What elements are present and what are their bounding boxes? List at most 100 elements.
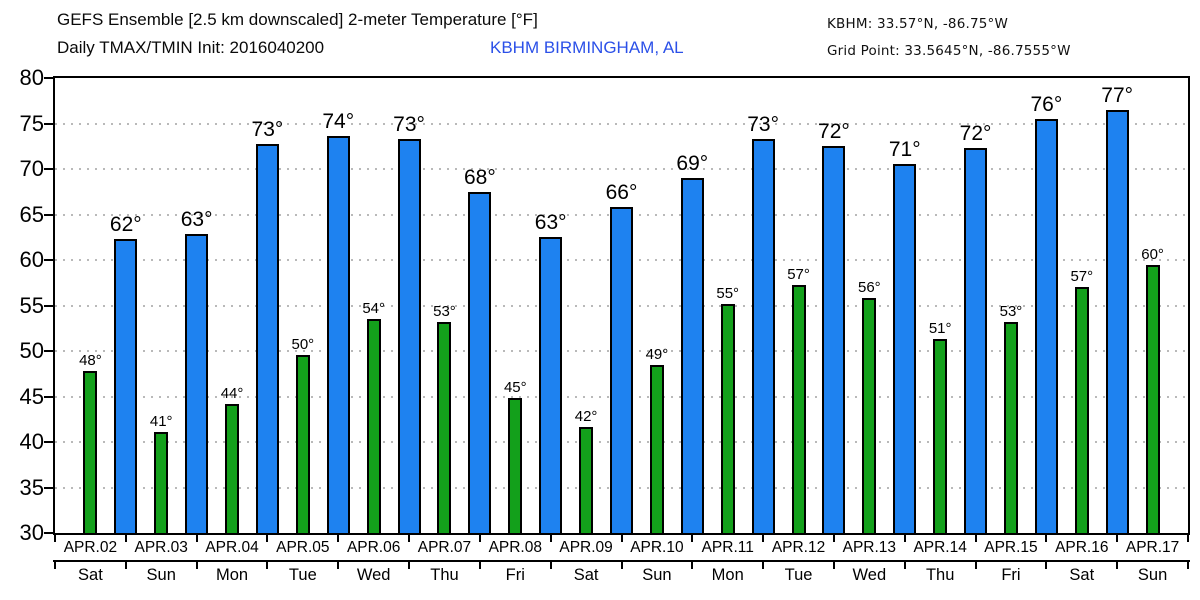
date-axis-tick-5 xyxy=(408,535,411,542)
date-axis-tick-6 xyxy=(478,535,481,542)
y-axis-label-50: 50 xyxy=(19,338,44,363)
date-label-APR.09: APR.09 xyxy=(559,539,613,556)
plot-area: 48° 62° 41° 63° 44° 73° 50° 74° 54° 73° 53° 68° 45° 6… xyxy=(55,78,1188,533)
tmax-bar-APR.07 xyxy=(468,191,492,533)
weekday-label-8: Sun xyxy=(642,566,672,584)
weekday-label-0: Sat xyxy=(78,566,103,584)
date-label-APR.16: APR.16 xyxy=(1055,539,1109,556)
tmax-bar-APR.11 xyxy=(751,138,775,533)
chart-subtitle: Daily TMAX/TMIN Init: 2016040200 xyxy=(57,38,325,57)
date-axis-tick-7 xyxy=(549,535,552,542)
tmax-value-label-APR.15: 76° xyxy=(1030,92,1063,116)
tmin-bar-APR.11 xyxy=(720,303,735,533)
weekday-label-12: Thu xyxy=(925,566,955,584)
weekday-label-4: Wed xyxy=(356,566,391,584)
date-axis-tick-1 xyxy=(124,535,127,542)
weekday-label-1: Sun xyxy=(146,566,176,584)
date-axis-tick-16 xyxy=(1187,535,1189,542)
weekday-label-7: Sat xyxy=(573,566,599,584)
tmin-bar-APR.15 xyxy=(1003,321,1018,533)
weekday-label-10: Tue xyxy=(784,566,813,584)
y-axis-tick-80 xyxy=(44,77,53,79)
y-axis-label-55: 55 xyxy=(19,292,44,318)
y-axis-label-30: 30 xyxy=(19,520,44,545)
weekday-label-13: Fri xyxy=(1001,566,1021,584)
tmin-value-label-APR.05: 50° xyxy=(291,335,315,353)
tmin-value-label-APR.17: 60° xyxy=(1141,245,1164,263)
tmin-bar-APR.09 xyxy=(579,427,594,533)
y-axis-tick-35 xyxy=(44,486,53,489)
date-label-APR.04: APR.04 xyxy=(205,539,259,556)
date-label-APR.13: APR.13 xyxy=(842,539,897,556)
weekday-axis-tick-10 xyxy=(762,562,765,569)
date-axis-tick-2 xyxy=(195,535,198,542)
y-axis-tick-50 xyxy=(44,350,53,352)
date-axis-tick-11 xyxy=(832,535,835,542)
tmin-value-label-APR.03: 41° xyxy=(149,412,173,430)
date-label-APR.17: APR.17 xyxy=(1125,539,1180,556)
weekday-axis-tick-4 xyxy=(337,562,340,569)
date-label-APR.08: APR.08 xyxy=(488,539,542,556)
weekday-axis-tick-9 xyxy=(691,562,694,569)
grid-point-coordinates: Grid Point: 33.5645°N, -86.7555°W xyxy=(827,43,1071,59)
tmin-bar-APR.12 xyxy=(791,285,806,533)
date-label-APR.05: APR.05 xyxy=(276,539,330,556)
tmax-bar-APR.05 xyxy=(326,136,350,533)
date-axis-tick-8 xyxy=(620,535,623,542)
weekday-label-14: Sat xyxy=(1069,566,1095,584)
y-axis-tick-70 xyxy=(44,168,53,170)
y-axis-label-65: 65 xyxy=(19,201,44,227)
weekday-label-3: Tue xyxy=(288,566,317,584)
weekday-axis-tick-7 xyxy=(549,562,552,569)
tmin-bar-APR.06 xyxy=(366,319,381,533)
date-axis-tick-9 xyxy=(691,535,694,542)
tmin-bar-APR.17 xyxy=(1145,264,1160,533)
y-axis-label-60: 60 xyxy=(19,247,44,272)
tmin-value-label-APR.08: 45° xyxy=(503,379,527,397)
station-name: KBHM BIRMINGHAM, AL xyxy=(490,38,684,57)
date-label-APR.15: APR.15 xyxy=(984,539,1038,556)
tmax-bar-APR.08 xyxy=(539,237,563,533)
y-axis-tick-60 xyxy=(44,259,53,261)
date-axis-tick-14 xyxy=(1045,535,1048,542)
weekday-ruler-line xyxy=(53,560,1190,562)
station-coordinates: KBHM: 33.57°N, -86.75°W xyxy=(827,16,1009,32)
tmax-bar-APR.13 xyxy=(893,164,917,533)
date-label-APR.06: APR.06 xyxy=(346,539,401,556)
tmax-value-label-APR.05: 74° xyxy=(322,110,355,134)
date-axis-tick-0 xyxy=(54,535,56,542)
weekday-label-2: Mon xyxy=(215,566,249,584)
tmax-bar-APR.15 xyxy=(1034,118,1058,533)
tmax-value-label-APR.16: 77° xyxy=(1101,83,1134,107)
weekday-axis-tick-1 xyxy=(124,562,127,569)
tmax-bar-APR.12 xyxy=(822,146,846,533)
y-axis-label-45: 45 xyxy=(19,383,44,409)
weekday-axis-tick-3 xyxy=(266,562,269,569)
date-axis-tick-10 xyxy=(762,535,765,542)
weekday-axis-tick-12 xyxy=(903,562,906,569)
y-axis-label-75: 75 xyxy=(19,110,44,136)
date-axis-tick-12 xyxy=(903,535,906,542)
plot-frame: 48° 62° 41° 63° 44° 73° 50° 74° 54° 73° 53° 68° 45° 6… xyxy=(53,76,1190,535)
weekday-axis-tick-11 xyxy=(832,562,835,569)
y-axis-tick-65 xyxy=(44,213,53,216)
weekday-axis-tick-6 xyxy=(478,562,481,569)
weekday-label-11: Wed xyxy=(852,566,887,584)
date-axis-tick-3 xyxy=(266,535,269,542)
tmin-value-label-APR.12: 57° xyxy=(787,266,810,284)
tmax-value-label-APR.10: 69° xyxy=(676,152,709,176)
date-label-APR.07: APR.07 xyxy=(417,539,472,556)
tmin-value-label-APR.13: 56° xyxy=(858,279,881,297)
tmax-value-label-APR.02: 62° xyxy=(109,213,142,237)
tmin-value-label-APR.06: 54° xyxy=(362,300,385,318)
tmin-bar-APR.04 xyxy=(225,403,240,533)
tmax-value-label-APR.03: 63° xyxy=(180,207,213,231)
y-axis-label-35: 35 xyxy=(19,474,44,500)
weekday-axis-tick-16 xyxy=(1187,562,1189,569)
tmin-bar-APR.16 xyxy=(1074,287,1089,533)
weekday-label-5: Thu xyxy=(430,566,459,584)
y-axis-tick-30 xyxy=(44,532,53,534)
y-axis-label-70: 70 xyxy=(19,156,44,181)
y-axis-label-80: 80 xyxy=(19,65,44,90)
tmin-bar-APR.05 xyxy=(295,354,310,533)
